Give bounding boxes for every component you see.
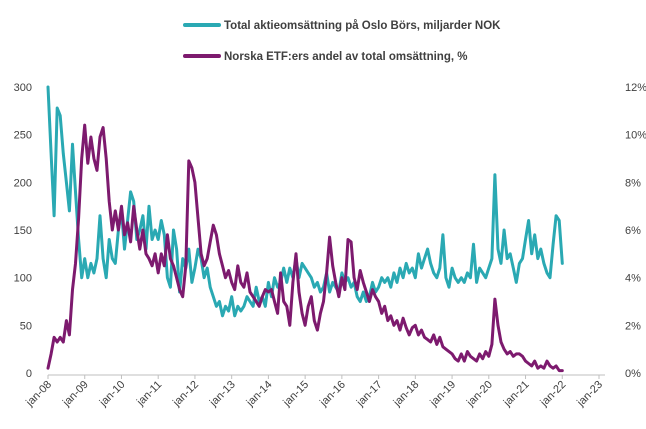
series-line-aktieomsattning xyxy=(46,85,564,318)
left-tick-label: 50 xyxy=(20,320,32,332)
left-axis-ticks: 0 50 100 150 200 250 300 xyxy=(14,82,32,380)
x-tick-label: jan-22 xyxy=(538,379,569,410)
legend-label-aktieomsattning: Total aktieomsättning på Oslo Börs, milj… xyxy=(224,20,501,32)
x-tick-label: jan-21 xyxy=(501,379,532,410)
x-tick-label: jan-14 xyxy=(244,379,275,410)
right-tick-label: 8% xyxy=(625,177,641,189)
left-tick-label: 100 xyxy=(14,273,32,285)
left-tick-label: 200 xyxy=(14,177,32,189)
x-tick-label: jan-10 xyxy=(97,379,128,410)
left-tick-label: 0 xyxy=(26,368,32,380)
x-tick-label: jan-19 xyxy=(427,379,458,410)
x-tick-label: jan-18 xyxy=(391,379,422,410)
x-axis-ticks: jan-08 jan-09 jan-10 jan-11 jan-12 jan-13 jan-… xyxy=(23,375,605,409)
right-tick-label: 12% xyxy=(625,82,646,94)
x-tick-label: jan-20 xyxy=(464,379,495,410)
x-tick-label: jan-13 xyxy=(207,379,238,410)
right-tick-label: 10% xyxy=(625,130,646,142)
left-tick-label: 300 xyxy=(14,82,32,94)
legend-label-etf-andel: Norska ETF:ers andel av total omsättning… xyxy=(224,51,467,63)
series-lines xyxy=(46,85,564,373)
x-tick-label: jan-09 xyxy=(60,379,91,410)
x-tick-label: jan-16 xyxy=(317,379,348,410)
legend: Total aktieomsättning på Oslo Börs, milj… xyxy=(183,20,501,63)
right-tick-label: 0% xyxy=(625,368,641,380)
right-axis-ticks: 0% 2% 4% 6% 8% 10% 12% xyxy=(625,82,646,380)
series-line-etf-andel xyxy=(46,123,564,373)
right-tick-label: 2% xyxy=(625,320,641,332)
right-tick-label: 4% xyxy=(625,273,641,285)
x-tick-label: jan-12 xyxy=(170,379,201,410)
x-tick-label: jan-08 xyxy=(23,379,54,410)
left-tick-label: 250 xyxy=(14,130,32,142)
right-tick-label: 6% xyxy=(625,225,641,237)
x-tick-label: jan-11 xyxy=(134,379,164,409)
x-tick-label: jan-23 xyxy=(574,379,605,410)
x-tick-label: jan-15 xyxy=(280,379,311,410)
x-tick-label: jan-17 xyxy=(354,379,385,410)
left-tick-label: 150 xyxy=(14,225,32,237)
